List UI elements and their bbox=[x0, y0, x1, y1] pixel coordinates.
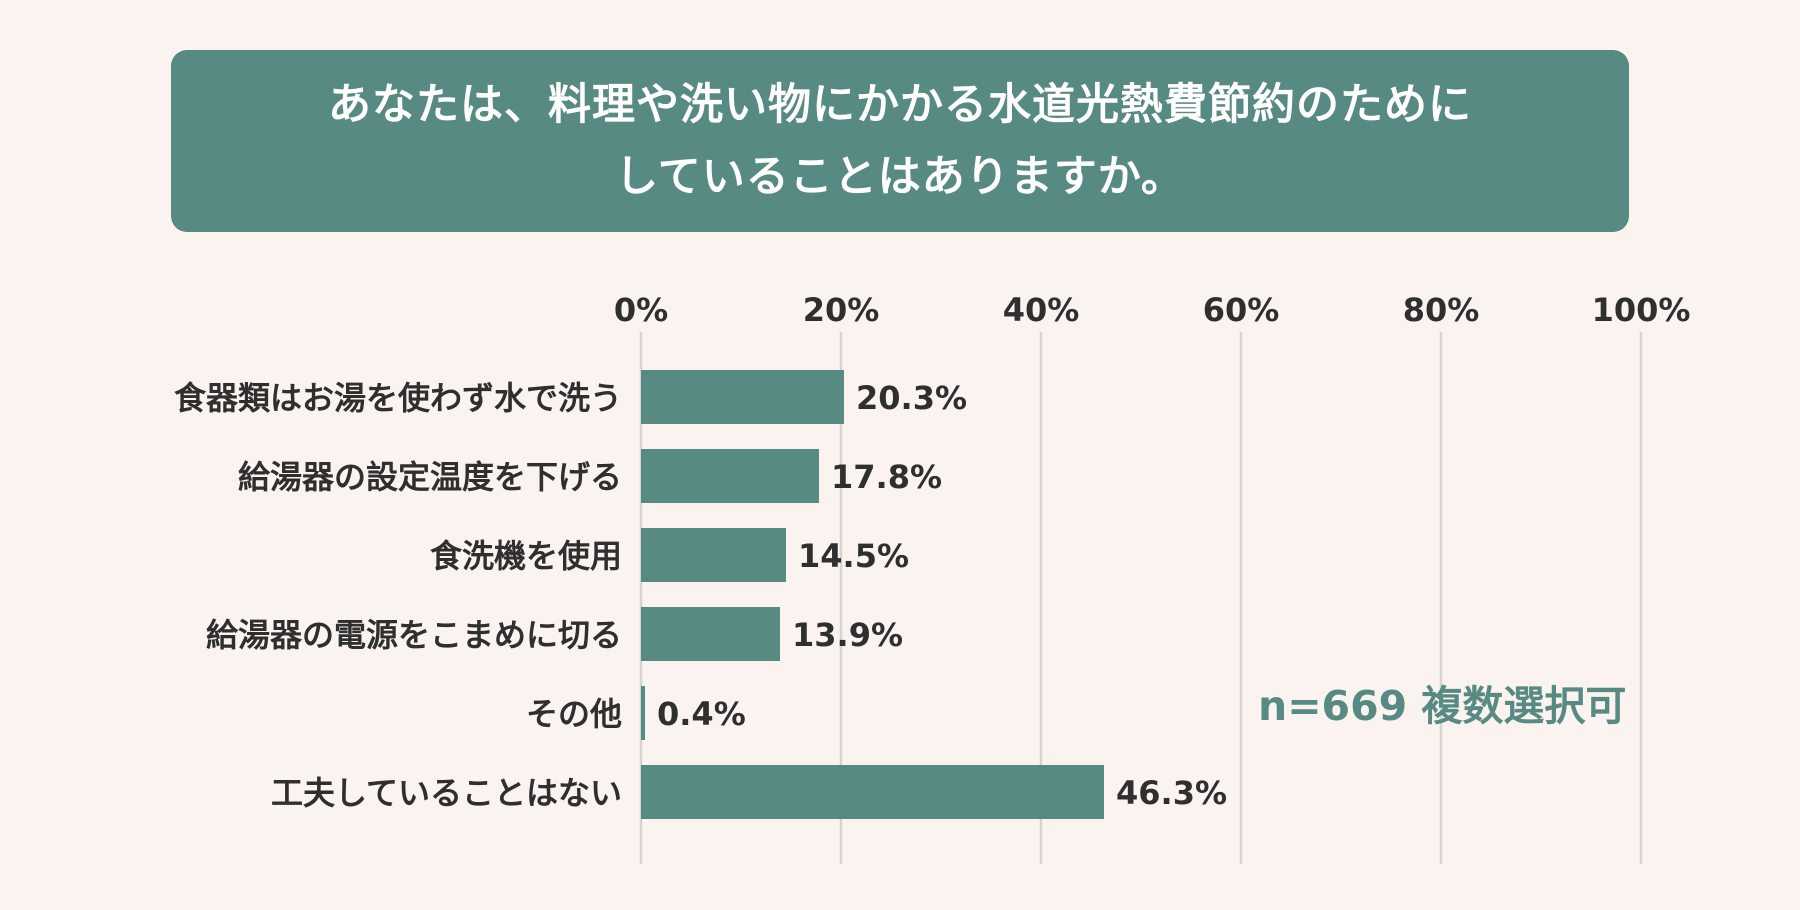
bar bbox=[641, 686, 645, 740]
bar bbox=[641, 449, 819, 503]
data-label: 17.8% bbox=[831, 458, 942, 496]
bar bbox=[641, 528, 786, 582]
x-tick-label: 80% bbox=[1403, 291, 1480, 329]
x-tick-label: 40% bbox=[1003, 291, 1080, 329]
title-line-1: あなたは、料理や洗い物にかかる水道光熱費節約のために bbox=[328, 80, 1472, 130]
title-line-2: していることはありますか。 bbox=[615, 152, 1185, 202]
x-tick-label: 0% bbox=[614, 291, 668, 329]
category-label: 工夫していることはない bbox=[271, 774, 622, 812]
data-label: 46.3% bbox=[1116, 774, 1227, 812]
bar bbox=[641, 370, 844, 424]
category-label: 給湯器の電源をこまめに切る bbox=[206, 616, 622, 654]
title-banner: あなたは、料理や洗い物にかかる水道光熱費節約のために していることはありますか。 bbox=[171, 50, 1629, 232]
x-tick-label: 100% bbox=[1592, 291, 1691, 329]
bar bbox=[641, 607, 780, 661]
x-tick-label: 60% bbox=[1203, 291, 1280, 329]
x-tick-label: 20% bbox=[803, 291, 880, 329]
data-label: 0.4% bbox=[657, 695, 746, 733]
data-label: 14.5% bbox=[798, 537, 909, 575]
category-label: 給湯器の設定温度を下げる bbox=[238, 458, 622, 496]
category-label: その他 bbox=[526, 695, 622, 733]
data-label: 13.9% bbox=[792, 616, 903, 654]
data-label: 20.3% bbox=[856, 379, 967, 417]
bar bbox=[641, 765, 1104, 819]
category-label: 食洗機を使用 bbox=[430, 537, 622, 575]
sample-note: n=669 複数選択可 bbox=[1258, 682, 1627, 730]
category-label: 食器類はお湯を使わず水で洗う bbox=[174, 379, 622, 417]
